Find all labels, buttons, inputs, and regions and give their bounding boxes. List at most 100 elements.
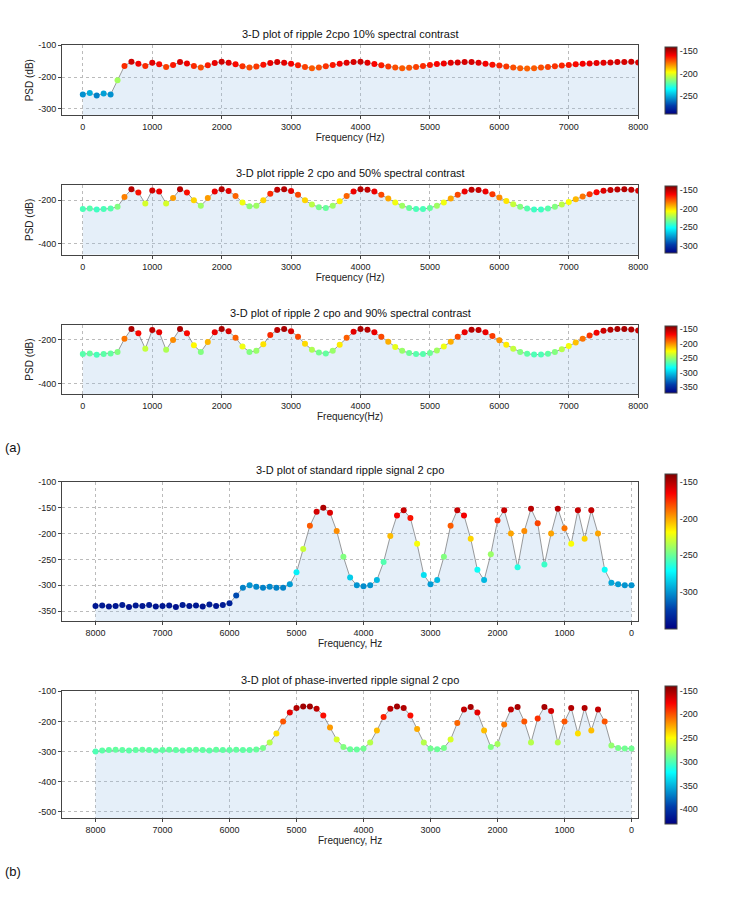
- svg-text:7000: 7000: [559, 122, 579, 132]
- svg-text:-350: -350: [38, 606, 56, 616]
- svg-text:8000: 8000: [85, 825, 105, 835]
- svg-text:3-D plot of ripple 2 cpo and 9: 3-D plot of ripple 2 cpo and 90% spectra…: [230, 307, 471, 319]
- svg-text:3000: 3000: [281, 122, 301, 132]
- svg-text:3000: 3000: [281, 401, 301, 411]
- svg-text:5000: 5000: [286, 628, 306, 638]
- svg-text:-250: -250: [680, 222, 698, 232]
- svg-text:8000: 8000: [628, 262, 648, 272]
- svg-text:Frequency, Hz: Frequency, Hz: [318, 638, 382, 649]
- svg-text:4000: 4000: [350, 401, 370, 411]
- svg-text:7000: 7000: [559, 262, 579, 272]
- svg-text:-150: -150: [680, 686, 698, 696]
- svg-text:3-D plot of ripple 2cpo 10% sp: 3-D plot of ripple 2cpo 10% spectral con…: [242, 28, 458, 40]
- svg-text:-400: -400: [38, 777, 56, 787]
- svg-text:-200: -200: [680, 69, 698, 79]
- svg-text:4000: 4000: [353, 628, 373, 638]
- svg-text:PSD (dB): PSD (dB): [24, 59, 35, 101]
- svg-text:-100: -100: [38, 477, 56, 487]
- svg-text:5000: 5000: [420, 262, 440, 272]
- svg-text:-400: -400: [680, 804, 698, 814]
- svg-text:3000: 3000: [420, 628, 440, 638]
- svg-text:6000: 6000: [489, 401, 509, 411]
- svg-text:-150: -150: [680, 185, 698, 195]
- svg-text:2000: 2000: [212, 122, 232, 132]
- svg-text:-500: -500: [38, 807, 56, 817]
- svg-text:5000: 5000: [420, 122, 440, 132]
- svg-text:-150: -150: [680, 324, 698, 334]
- svg-text:0: 0: [629, 628, 634, 638]
- svg-text:-300: -300: [38, 747, 56, 757]
- svg-text:-200: -200: [38, 72, 56, 82]
- svg-text:-150: -150: [38, 503, 56, 513]
- svg-text:-100: -100: [38, 686, 56, 696]
- svg-text:1000: 1000: [554, 825, 574, 835]
- svg-text:-250: -250: [680, 353, 698, 363]
- svg-text:-300: -300: [680, 368, 698, 378]
- svg-text:1000: 1000: [142, 262, 162, 272]
- svg-text:2000: 2000: [487, 825, 507, 835]
- svg-text:0: 0: [629, 825, 634, 835]
- svg-text:-100: -100: [38, 40, 56, 50]
- svg-text:4000: 4000: [350, 262, 370, 272]
- svg-text:5000: 5000: [286, 825, 306, 835]
- svg-text:6000: 6000: [489, 122, 509, 132]
- svg-text:-200: -200: [680, 339, 698, 349]
- svg-text:(b): (b): [5, 864, 21, 879]
- svg-text:-300: -300: [680, 587, 698, 597]
- svg-text:-200: -200: [38, 335, 56, 345]
- svg-text:3000: 3000: [420, 825, 440, 835]
- svg-text:1000: 1000: [142, 122, 162, 132]
- svg-text:PSD (dB): PSD (dB): [24, 199, 35, 241]
- svg-text:7000: 7000: [152, 825, 172, 835]
- svg-text:Frequency(Hz): Frequency(Hz): [317, 411, 383, 422]
- svg-text:PSD (dB): PSD (dB): [24, 338, 35, 380]
- svg-text:-200: -200: [680, 709, 698, 719]
- svg-text:-200: -200: [38, 195, 56, 205]
- svg-text:-200: -200: [680, 204, 698, 214]
- svg-text:Frequency (Hz): Frequency (Hz): [316, 272, 385, 283]
- svg-text:-200: -200: [680, 514, 698, 524]
- svg-text:7000: 7000: [152, 628, 172, 638]
- svg-text:2000: 2000: [487, 628, 507, 638]
- svg-text:0: 0: [80, 262, 85, 272]
- svg-text:-400: -400: [38, 239, 56, 249]
- svg-text:6000: 6000: [489, 262, 509, 272]
- svg-text:0: 0: [80, 122, 85, 132]
- svg-text:-250: -250: [680, 733, 698, 743]
- svg-text:-200: -200: [38, 529, 56, 539]
- svg-text:-200: -200: [38, 717, 56, 727]
- svg-text:3-D plot ripple 2 cpo and 50%: 3-D plot ripple 2 cpo and 50% spectral c…: [236, 167, 465, 179]
- svg-text:-350: -350: [680, 382, 698, 392]
- svg-text:-250: -250: [38, 555, 56, 565]
- svg-text:-150: -150: [680, 46, 698, 56]
- svg-text:4000: 4000: [353, 825, 373, 835]
- svg-text:6000: 6000: [219, 628, 239, 638]
- svg-text:Frequency, Hz: Frequency, Hz: [318, 835, 382, 846]
- svg-text:-250: -250: [680, 91, 698, 101]
- svg-text:7000: 7000: [559, 401, 579, 411]
- svg-text:-400: -400: [38, 379, 56, 389]
- svg-text:(a): (a): [5, 440, 21, 455]
- svg-text:-300: -300: [680, 241, 698, 251]
- svg-text:-300: -300: [38, 104, 56, 114]
- svg-text:2000: 2000: [212, 401, 232, 411]
- svg-text:2000: 2000: [212, 262, 232, 272]
- svg-text:3000: 3000: [281, 262, 301, 272]
- svg-text:1000: 1000: [554, 628, 574, 638]
- svg-text:5000: 5000: [420, 401, 440, 411]
- svg-text:8000: 8000: [628, 122, 648, 132]
- svg-text:4000: 4000: [350, 122, 370, 132]
- svg-text:-350: -350: [680, 781, 698, 791]
- svg-text:3-D plot of phase-inverted rip: 3-D plot of phase-inverted ripple signal…: [241, 674, 459, 686]
- svg-text:8000: 8000: [628, 401, 648, 411]
- svg-text:Frequency (Hz): Frequency (Hz): [316, 132, 385, 143]
- svg-text:0: 0: [80, 401, 85, 411]
- svg-text:1000: 1000: [142, 401, 162, 411]
- svg-text:-250: -250: [680, 550, 698, 560]
- svg-text:-300: -300: [38, 580, 56, 590]
- svg-text:3-D plot of standard ripple si: 3-D plot of standard ripple signal 2 cpo: [256, 464, 444, 476]
- svg-text:-150: -150: [680, 477, 698, 487]
- svg-text:-300: -300: [680, 757, 698, 767]
- svg-text:6000: 6000: [219, 825, 239, 835]
- svg-text:8000: 8000: [85, 628, 105, 638]
